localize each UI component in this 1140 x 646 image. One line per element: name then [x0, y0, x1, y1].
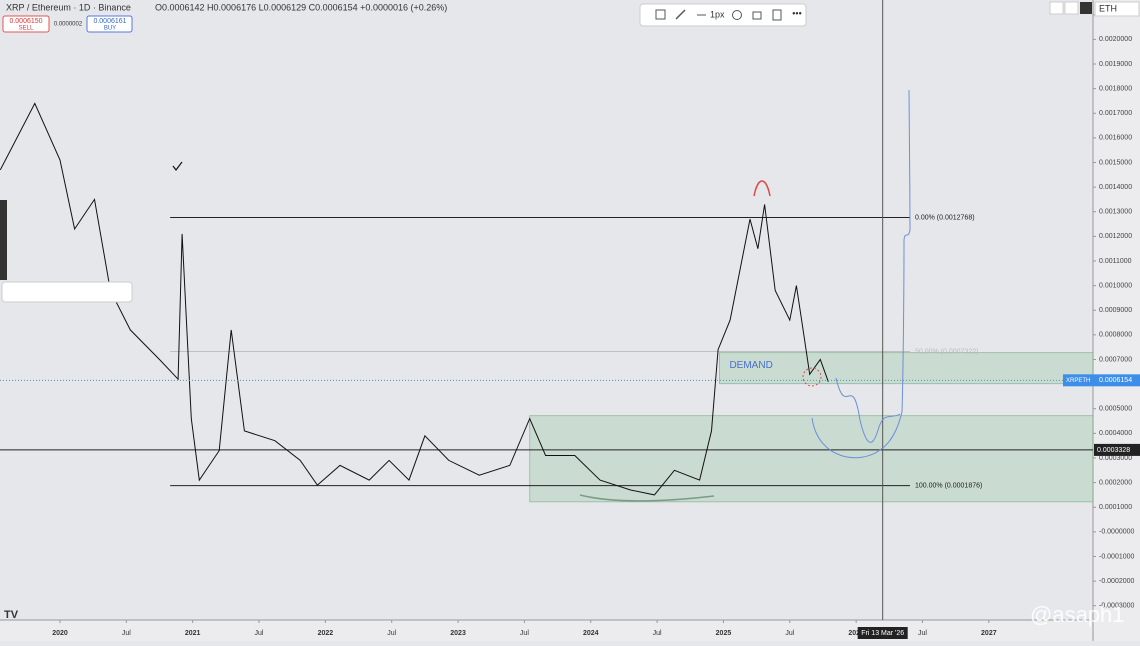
highlight-circle — [802, 367, 822, 387]
template-button[interactable] — [655, 9, 666, 20]
lock-button[interactable] — [752, 11, 762, 20]
x-tick-label: 2026 — [848, 630, 864, 637]
y-tick-label: 0.0014000 — [1099, 184, 1132, 191]
side-panel-tab[interactable] — [0, 200, 7, 280]
projection-path — [835, 377, 901, 443]
currency-select[interactable] — [1094, 1, 1140, 17]
y-tick-label: -0.0000000 — [1099, 529, 1135, 536]
price-axis — [1093, 0, 1140, 641]
time-axis — [0, 620, 1093, 641]
y-tick-label: 0.0009000 — [1099, 307, 1132, 314]
x-tick-label: 2023 — [450, 630, 466, 637]
fib-label: 100.00% (0.0001876) — [915, 483, 982, 490]
plot-area — [0, 0, 1093, 620]
x-tick-label: Jul — [918, 630, 927, 637]
fib-label: 0.00% (0.0012768) — [915, 214, 975, 221]
crosshair-badge — [857, 627, 908, 639]
zone-label: DEMAND — [729, 360, 772, 371]
check-mark — [172, 161, 183, 171]
drawing-toolbar — [639, 3, 807, 27]
sync-button[interactable] — [1080, 2, 1092, 14]
price-badge — [1094, 443, 1140, 456]
up-button[interactable] — [1049, 1, 1064, 15]
last-price-label: 0.0006154 — [1099, 377, 1132, 384]
y-tick-label: -0.0002000 — [1099, 578, 1135, 585]
ohlc: O0.0006142 H0.0006176 L0.0006129 C0.0006… — [155, 2, 447, 12]
y-tick-label: 0.0007000 — [1099, 356, 1132, 363]
x-tick-label: Jul — [122, 630, 131, 637]
price-line — [0, 102, 829, 496]
y-tick-label: 0.0017000 — [1099, 110, 1132, 117]
zone — [718, 352, 1094, 385]
zone — [529, 415, 1094, 503]
more-button[interactable]: ••• — [792, 8, 801, 18]
buy-price: 0.0006161 — [93, 18, 126, 25]
x-tick-label: Jul — [785, 630, 794, 637]
y-tick-label: 0.0013000 — [1099, 209, 1132, 216]
y-tick-label: 0.0008000 — [1099, 332, 1132, 339]
x-tick-label: Jul — [520, 630, 529, 637]
x-tick-label: 2020 — [52, 630, 68, 637]
x-tick-label: 2021 — [185, 630, 201, 637]
line-width[interactable]: 1px — [710, 9, 725, 19]
y-tick-label: 0.0003000 — [1099, 455, 1132, 462]
y-tick-label: -0.0003000 — [1099, 603, 1135, 610]
top-arc — [753, 180, 771, 197]
buy-label: BUY — [104, 26, 116, 32]
sell-label: SELL — [19, 26, 34, 32]
x-tick-label: Jul — [387, 630, 396, 637]
x-tick-label: 2027 — [981, 630, 997, 637]
y-tick-label: 0.0011000 — [1099, 258, 1132, 265]
logo: TV — [4, 609, 19, 621]
price-badge-label: 0.0003328 — [1097, 447, 1130, 454]
y-tick-label: 0.0010000 — [1099, 282, 1132, 289]
spread: 0.0000002 — [54, 22, 83, 28]
down-button[interactable] — [1064, 1, 1079, 15]
tool-strip — [1, 281, 133, 303]
y-tick-label: 0.0005000 — [1099, 406, 1132, 413]
x-tick-label: 2024 — [583, 630, 599, 637]
x-tick-label: 2022 — [318, 630, 334, 637]
y-tick-label: 0.0012000 — [1099, 233, 1132, 240]
y-tick-label: 0.0002000 — [1099, 479, 1132, 486]
base-arc — [579, 494, 715, 502]
buy-button[interactable] — [86, 15, 133, 33]
color-button[interactable] — [675, 9, 686, 20]
sell-price: 0.0006150 — [9, 18, 42, 25]
symbol-title: XRP / Ethereum · 1D · Binance — [6, 2, 131, 12]
y-tick-label: 0.0004000 — [1099, 430, 1132, 437]
x-tick-label: Jul — [255, 630, 264, 637]
projection-path — [811, 89, 911, 459]
y-tick-label: 0.0019000 — [1099, 61, 1132, 68]
symbol-badge: XRPETH — [1066, 378, 1090, 384]
y-tick-label: -0.0001000 — [1099, 553, 1135, 560]
last-price-badge — [1063, 374, 1140, 387]
settings-button[interactable] — [732, 10, 742, 20]
x-tick-label: Jul — [653, 630, 662, 637]
y-tick-label: 0.0020000 — [1099, 36, 1132, 43]
y-tick-label: 0.0018000 — [1099, 85, 1132, 92]
fib-label: 50.00% (0.0007322) — [915, 348, 978, 355]
watermark: @asaph1 — [1030, 602, 1125, 627]
sell-button[interactable] — [2, 15, 50, 33]
y-tick-label: 0.0015000 — [1099, 159, 1132, 166]
crosshair-label: Fri 13 Mar '26 — [861, 630, 904, 637]
currency: ETH — [1099, 3, 1117, 13]
x-tick-label: 2025 — [716, 630, 732, 637]
y-tick-label: 0.0016000 — [1099, 135, 1132, 142]
delete-button[interactable] — [772, 9, 782, 21]
y-tick-label: 0.0001000 — [1099, 504, 1132, 511]
